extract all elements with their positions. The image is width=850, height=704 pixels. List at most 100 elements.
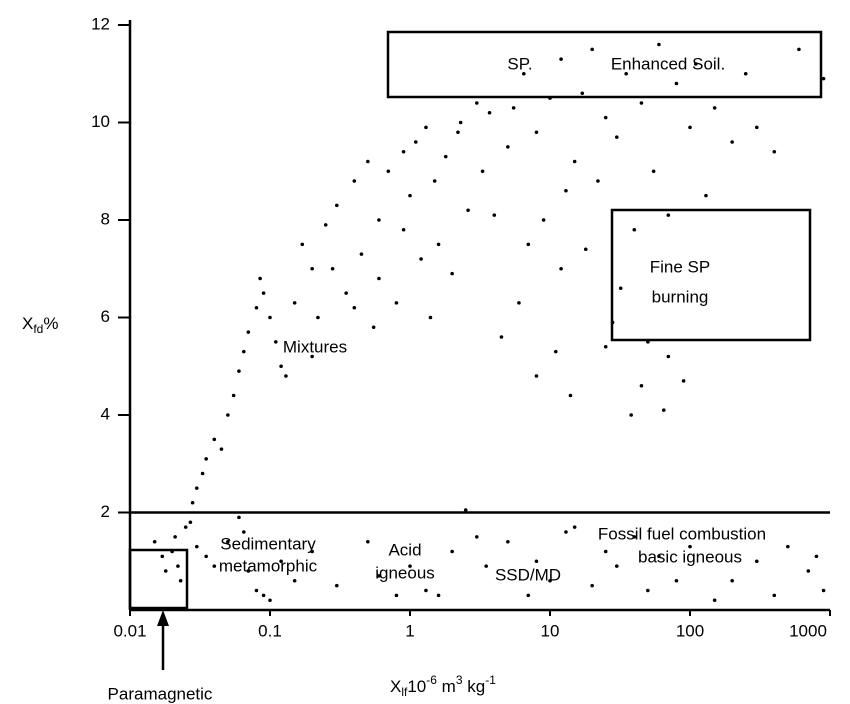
point	[548, 96, 552, 100]
point	[572, 159, 577, 164]
annotation: basic igneous	[638, 547, 742, 566]
point	[681, 379, 686, 383]
point	[377, 276, 381, 281]
point	[194, 486, 199, 490]
point	[786, 544, 790, 549]
point	[316, 315, 320, 320]
point	[160, 554, 165, 559]
point	[176, 564, 180, 568]
point	[200, 471, 205, 476]
annotation: SSD/MD	[495, 565, 561, 584]
point	[377, 218, 381, 222]
point	[821, 76, 826, 81]
x-tick-label: 1000	[789, 621, 827, 640]
point	[466, 208, 470, 213]
point	[242, 530, 246, 534]
point	[330, 266, 335, 271]
x-tick-label: 100	[676, 621, 704, 640]
point	[743, 71, 748, 76]
annotation: SP.	[507, 54, 532, 73]
point	[226, 413, 230, 417]
point	[334, 583, 339, 588]
point	[618, 286, 623, 291]
point	[614, 135, 619, 139]
point	[559, 266, 563, 271]
point	[183, 525, 188, 529]
point	[596, 179, 600, 183]
annotation: burning	[652, 287, 709, 306]
point	[152, 539, 157, 544]
point	[394, 593, 399, 598]
point	[806, 569, 811, 573]
point	[323, 223, 328, 227]
x-tick-label: 0.1	[258, 621, 282, 640]
point	[428, 315, 433, 320]
point	[300, 242, 305, 247]
x-label-part: -1	[485, 673, 496, 687]
point	[730, 140, 734, 144]
point	[226, 539, 230, 544]
point	[450, 549, 454, 554]
point	[657, 42, 661, 47]
point	[712, 598, 717, 603]
point	[480, 169, 485, 174]
point	[242, 349, 246, 354]
point	[639, 383, 644, 388]
point	[629, 413, 633, 417]
point	[173, 535, 177, 539]
point	[212, 437, 217, 442]
point	[443, 154, 448, 159]
annotation: Fine SP	[650, 257, 710, 276]
point	[371, 325, 376, 330]
point	[268, 315, 272, 320]
point	[553, 349, 558, 354]
point	[436, 593, 441, 598]
annotation: metamorphic	[219, 556, 318, 575]
point	[273, 340, 278, 344]
point	[730, 578, 734, 583]
point	[310, 549, 314, 554]
point	[401, 149, 406, 154]
x-label-part: 3	[456, 673, 463, 687]
point	[359, 252, 364, 256]
point	[424, 588, 428, 593]
point	[564, 188, 568, 193]
y-label-part: fd	[33, 322, 43, 336]
point	[292, 578, 297, 583]
point	[212, 564, 217, 568]
point	[352, 305, 357, 310]
y-tick-label: 12	[91, 14, 110, 33]
point	[178, 578, 183, 583]
arrow-head	[157, 610, 169, 626]
point	[657, 554, 661, 559]
point	[401, 227, 406, 232]
annotation: Sedimentary	[220, 534, 316, 553]
x-label-part: kg	[463, 677, 486, 696]
point	[646, 588, 650, 593]
point	[190, 500, 195, 505]
point	[564, 530, 568, 534]
point	[237, 515, 241, 520]
point	[246, 330, 251, 334]
point	[632, 535, 637, 539]
annotation: Paramagnetic	[108, 684, 213, 703]
point	[344, 291, 348, 295]
point	[268, 598, 272, 603]
point	[704, 193, 708, 198]
point	[712, 106, 717, 110]
point	[772, 593, 777, 598]
enhanced-soil-box	[386, 30, 823, 99]
point	[583, 247, 588, 252]
y-label-part: %	[43, 314, 58, 333]
point	[614, 564, 619, 568]
annotation: Acid	[388, 540, 421, 559]
point	[377, 574, 381, 578]
x-tick-label: 10	[541, 621, 560, 640]
point	[666, 354, 671, 359]
point	[432, 179, 437, 183]
point	[352, 179, 357, 183]
point	[219, 447, 224, 451]
point	[188, 520, 193, 525]
point	[639, 101, 644, 105]
y-tick-label: 8	[101, 209, 110, 228]
